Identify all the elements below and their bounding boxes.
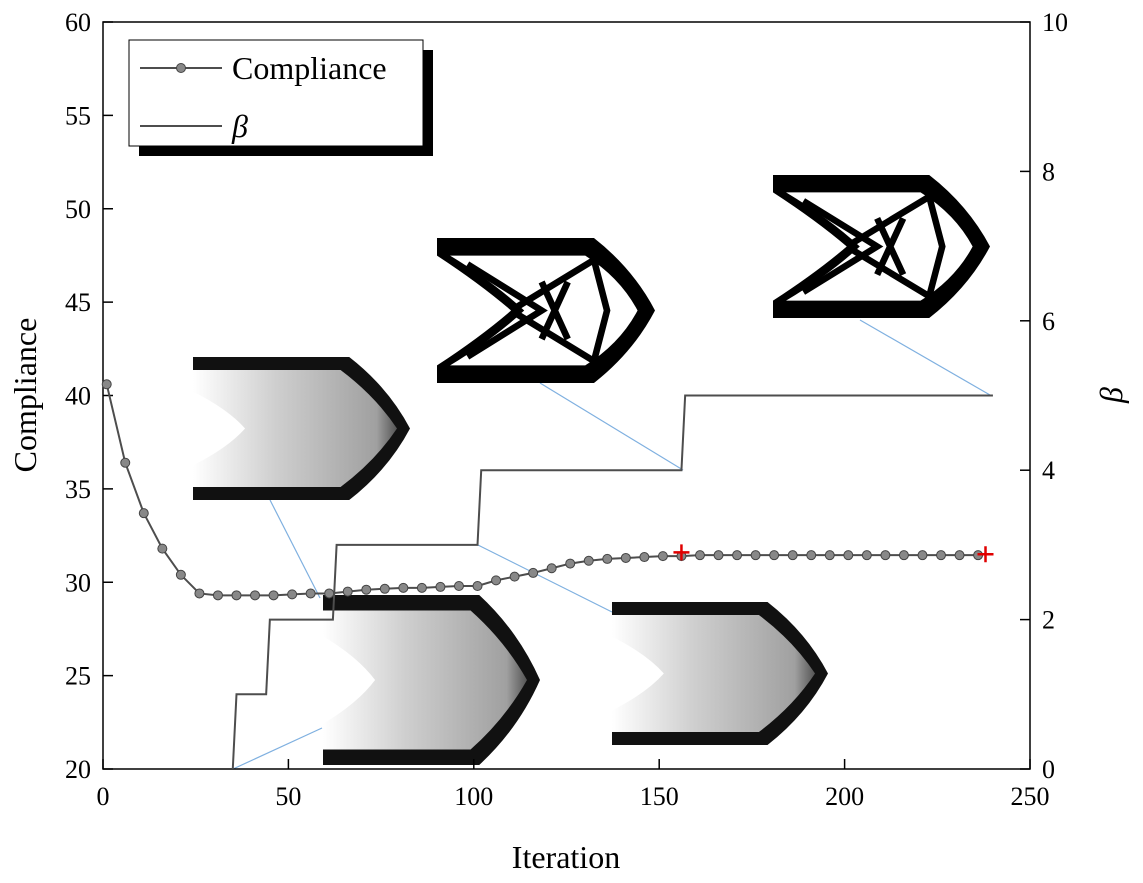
y2-tick-label: 2 (1042, 606, 1055, 635)
data-point (695, 551, 704, 560)
x-tick-label: 100 (454, 782, 493, 811)
data-point (269, 591, 278, 600)
data-point (807, 551, 816, 560)
data-point (937, 551, 946, 560)
data-point (658, 552, 667, 561)
data-point (362, 585, 371, 594)
data-point (955, 551, 964, 560)
highlight-marker (978, 546, 994, 562)
data-point (788, 551, 797, 560)
data-point (139, 509, 148, 518)
x-axis-label: Iteration (512, 839, 620, 875)
data-point (733, 551, 742, 560)
data-point (102, 380, 111, 389)
data-point (380, 584, 389, 593)
data-point (714, 551, 723, 560)
y-tick-label: 40 (65, 382, 91, 411)
x-tick-label: 0 (97, 782, 110, 811)
y-tick-label: 55 (65, 101, 91, 130)
inset-image (323, 595, 540, 765)
y2-tick-label: 10 (1042, 8, 1068, 37)
data-point (195, 589, 204, 598)
legend: Compliance β (129, 40, 433, 156)
y-tick-label: 45 (65, 288, 91, 317)
x-tick-label: 200 (825, 782, 864, 811)
data-point (584, 556, 593, 565)
x-tick-label: 150 (640, 782, 679, 811)
data-point (213, 591, 222, 600)
data-point (825, 551, 834, 560)
data-point (121, 458, 130, 467)
chart: Iteration Compliance β 05010015020025020… (0, 0, 1143, 878)
y-tick-label: 35 (65, 475, 91, 504)
inset-image (193, 357, 410, 500)
data-point (918, 551, 927, 560)
data-point (844, 551, 853, 560)
data-point (325, 589, 334, 598)
inset-image (773, 175, 990, 318)
data-point (251, 591, 260, 600)
data-point (399, 583, 408, 592)
x-tick-label: 250 (1011, 782, 1050, 811)
y-tick-label: 25 (65, 662, 91, 691)
legend-marker (177, 64, 186, 73)
data-point (547, 564, 556, 573)
data-point (640, 553, 649, 562)
y2-axis-label: β (1093, 387, 1129, 404)
x-tick-label: 50 (275, 782, 301, 811)
data-point (621, 553, 630, 562)
inset-image (437, 238, 655, 383)
data-point (603, 554, 612, 563)
data-point (436, 582, 445, 591)
y-tick-label: 20 (65, 755, 91, 784)
y-tick-label: 60 (65, 8, 91, 37)
data-point (881, 551, 890, 560)
highlight-marker (673, 544, 689, 560)
data-point (899, 551, 908, 560)
legend-label: Compliance (232, 50, 387, 86)
data-point (862, 551, 871, 560)
data-point (770, 551, 779, 560)
y2-tick-label: 0 (1042, 755, 1055, 784)
data-point (417, 583, 426, 592)
data-point (288, 590, 297, 599)
y-tick-label: 30 (65, 568, 91, 597)
inset-image (612, 602, 828, 745)
data-point (510, 572, 519, 581)
y-axis-label: Compliance (7, 318, 43, 473)
data-point (176, 570, 185, 579)
data-point (473, 581, 482, 590)
data-point (751, 551, 760, 560)
legend-label: β (231, 108, 248, 144)
data-point (306, 589, 315, 598)
data-point (232, 591, 241, 600)
data-point (566, 559, 575, 568)
data-point (343, 587, 352, 596)
y2-tick-label: 4 (1042, 456, 1055, 485)
data-point (529, 568, 538, 577)
y2-tick-label: 6 (1042, 307, 1055, 336)
data-point (492, 576, 501, 585)
data-point (454, 581, 463, 590)
data-point (158, 544, 167, 553)
y-tick-label: 50 (65, 195, 91, 224)
y2-tick-label: 8 (1042, 157, 1055, 186)
